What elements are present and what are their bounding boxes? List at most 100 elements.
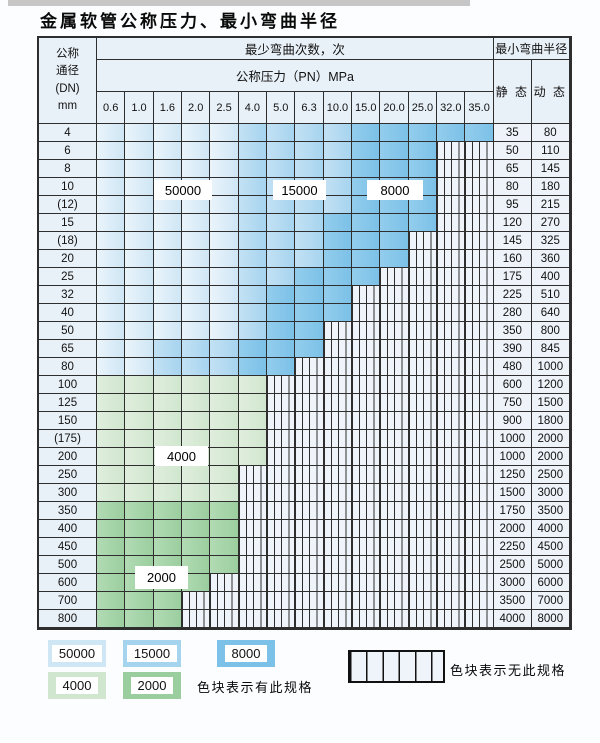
spec-cell-50000: [182, 124, 211, 142]
no-spec-cell: [295, 592, 324, 610]
spec-cell-2000: [153, 538, 183, 556]
dn-cell: 8: [39, 160, 97, 178]
spec-cell-50000: [210, 124, 239, 142]
dynamic-radius-cell: 1500: [531, 394, 570, 412]
no-spec-cell: [465, 304, 494, 322]
spec-cell-50000: [182, 304, 211, 322]
no-spec-cell: [238, 592, 268, 610]
spec-cell-8000: [380, 232, 409, 250]
dynamic-radius-cell: 325: [531, 232, 570, 250]
dynamic-radius-cell: 7000: [531, 592, 570, 610]
dn-cell: 50: [39, 322, 97, 340]
no-spec-cell: [267, 556, 296, 574]
spec-cell-15000: [238, 268, 268, 286]
spec-cell-4000: [125, 376, 154, 394]
no-spec-cell: [465, 358, 494, 376]
static-radius-cell: 160: [493, 250, 532, 268]
no-spec-cell: [267, 484, 296, 502]
dynamic-radius-cell: 180: [531, 178, 570, 196]
spec-cell-8000: [238, 340, 268, 358]
spec-cell-4000: [97, 448, 126, 466]
spec-cell-15000: [267, 250, 296, 268]
no-spec-cell: [352, 502, 381, 520]
no-spec-cell: [238, 520, 268, 538]
spec-cell-50000: [125, 178, 154, 196]
spec-cell-15000: [238, 142, 268, 160]
no-spec-cell: [295, 448, 324, 466]
dn-column-header: 公称 通径 (DN) mm: [39, 38, 97, 124]
pressure-tick: 32.0: [437, 92, 466, 124]
static-radius-cell: 1000: [493, 430, 532, 448]
no-spec-cell: [465, 268, 494, 286]
static-radius-cell: 1250: [493, 466, 532, 484]
spec-cell-4000: [238, 376, 268, 394]
dynamic-radius-cell: 270: [531, 214, 570, 232]
spec-cell-8000: [323, 250, 353, 268]
spec-cell-50000: [153, 232, 183, 250]
no-spec-cell: [465, 322, 494, 340]
no-spec-cell: [437, 610, 466, 628]
spec-cell-8000: [380, 196, 409, 214]
static-radius-cell: 480: [493, 358, 532, 376]
no-spec-cell: [437, 448, 466, 466]
no-spec-cell: [323, 592, 353, 610]
legend-swatch-50000: 50000: [48, 640, 106, 667]
spec-cell-50000: [210, 250, 239, 268]
no-spec-cell: [352, 340, 381, 358]
spec-cell-8000: [408, 196, 438, 214]
spec-cell-15000: [238, 196, 268, 214]
spec-cell-50000: [125, 160, 154, 178]
pressure-tick: 0.6: [97, 92, 126, 124]
spec-cell-15000: [238, 250, 268, 268]
no-spec-cell: [323, 376, 353, 394]
no-spec-cell: [380, 484, 409, 502]
no-spec-cell: [465, 376, 494, 394]
dynamic-header: 动 态: [531, 60, 570, 124]
pressure-tick: 35.0: [465, 92, 494, 124]
spec-cell-50000: [97, 286, 126, 304]
dn-column-header-line: (DN): [55, 82, 80, 95]
cycles-header: 最少弯曲次数，次: [97, 38, 494, 60]
static-radius-cell: 1500: [493, 484, 532, 502]
static-radius-cell: 350: [493, 322, 532, 340]
no-spec-cell: [465, 484, 494, 502]
dn-cell: 10: [39, 178, 97, 196]
spec-cell-4000: [125, 448, 154, 466]
dn-cell: 250: [39, 466, 97, 484]
spec-cell-8000: [323, 232, 353, 250]
spec-cell-4000: [182, 412, 211, 430]
spec-cell-15000: [267, 214, 296, 232]
spec-cell-4000: [182, 484, 211, 502]
spec-cell-50000: [153, 304, 183, 322]
no-spec-cell: [465, 178, 494, 196]
dynamic-radius-cell: 80: [531, 124, 570, 142]
pressure-tick: 15.0: [352, 92, 381, 124]
spec-cell-2000: [97, 574, 126, 592]
static-radius-cell: 50: [493, 142, 532, 160]
spec-cell-4000: [153, 466, 183, 484]
dynamic-radius-cell: 1800: [531, 412, 570, 430]
spec-cell-50000: [125, 358, 154, 376]
dn-cell: 20: [39, 250, 97, 268]
spec-cell-50000: [97, 232, 126, 250]
no-spec-cell: [323, 322, 353, 340]
spec-cell-2000: [182, 502, 211, 520]
cycle-count-label: 8000: [367, 180, 423, 200]
static-radius-cell: 65: [493, 160, 532, 178]
spec-cell-50000: [125, 304, 154, 322]
dn-cell: 32: [39, 286, 97, 304]
spec-cell-50000: [153, 268, 183, 286]
spec-cell-2000: [153, 520, 183, 538]
spec-cell-50000: [153, 196, 183, 214]
no-spec-cell: [267, 394, 296, 412]
legend-no-spec-swatch: [348, 650, 445, 683]
dynamic-radius-cell: 8000: [531, 610, 570, 628]
legend-swatch-label: 8000: [224, 645, 268, 662]
no-spec-cell: [323, 574, 353, 592]
spec-cell-2000: [97, 592, 126, 610]
no-spec-cell: [295, 376, 324, 394]
no-spec-cell: [323, 430, 353, 448]
dn-cell: (12): [39, 196, 97, 214]
no-spec-cell: [238, 610, 268, 628]
